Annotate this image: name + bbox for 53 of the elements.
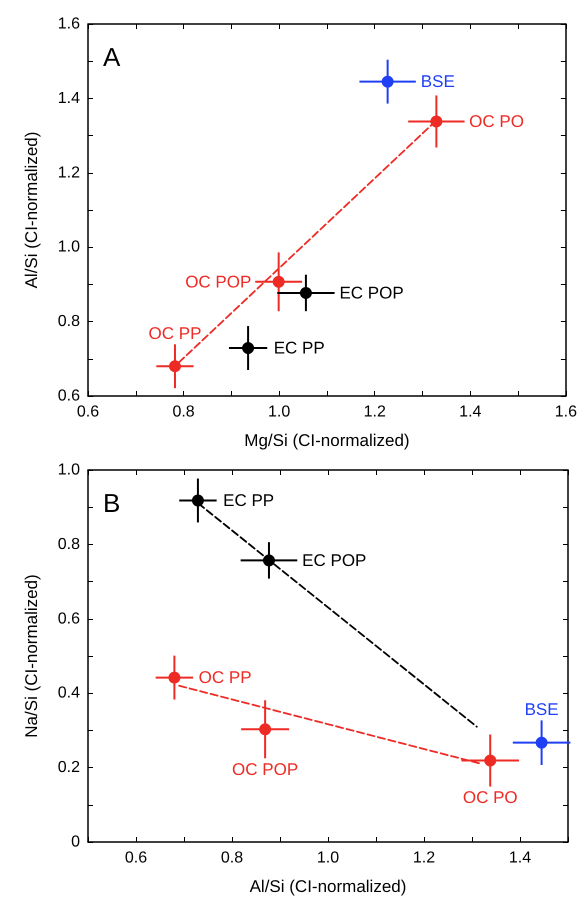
- y-axis-title: Na/Si (CI-normalized): [22, 574, 41, 738]
- text: A: [103, 42, 121, 72]
- annotation: OC POP: [232, 760, 298, 779]
- point: [484, 754, 496, 767]
- y-tick-label: 0.4: [58, 684, 80, 702]
- text: B: [103, 488, 120, 518]
- x-tick-label: 1.2: [364, 404, 386, 420]
- point: [168, 360, 181, 372]
- x-tick-label: 1.0: [316, 850, 340, 866]
- point: [242, 342, 254, 354]
- point: [168, 672, 180, 684]
- x-tick-label: 0.8: [220, 850, 244, 866]
- annotation: EC POP: [302, 550, 366, 570]
- annotation: BSE: [420, 72, 455, 92]
- y-tick-label: 0: [71, 834, 80, 850]
- y-tick-label: 0.6: [58, 610, 80, 628]
- annotation: OC PO: [462, 788, 518, 808]
- x-tick-label: 1.6: [554, 404, 578, 420]
- point: [192, 494, 204, 506]
- y-tick-label: 0.6: [58, 388, 80, 404]
- y-tick-label: 1.4: [58, 90, 80, 107]
- annotation: EC PP: [274, 338, 325, 358]
- x-axis-title: Mg/Si (CI-normalized): [244, 431, 410, 450]
- annotation: EC PP: [223, 491, 274, 510]
- y-tick-label: 1.6: [58, 16, 80, 32]
- x-tick-label: 0.6: [124, 850, 148, 866]
- y-tick-label: 1.0: [58, 462, 80, 478]
- x-tick-label: 1.2: [412, 850, 436, 866]
- x-axis-title: Al/Si (CI-normalized): [250, 877, 406, 896]
- point: [536, 736, 548, 749]
- y-tick-label: 1.0: [58, 238, 80, 256]
- y-tick-label: 0.8: [58, 313, 80, 330]
- x-tick-label: 0.8: [172, 404, 195, 420]
- annotation: EC POP: [339, 283, 404, 302]
- x-tick-label: 1.0: [268, 404, 290, 420]
- point: [430, 115, 442, 128]
- annotation: OC POP: [185, 272, 252, 292]
- y-tick-label: 1.2: [58, 164, 80, 182]
- y-tick-label: 0.8: [58, 536, 80, 553]
- point: [382, 76, 394, 88]
- x-tick-label: 1.4: [459, 404, 482, 420]
- point: [272, 276, 285, 288]
- annotation: BSE: [524, 700, 559, 719]
- point: [259, 723, 272, 736]
- annotation: OC PP: [148, 324, 202, 343]
- annotation: OC PP: [198, 668, 252, 688]
- x-tick-label: 0.6: [76, 404, 100, 420]
- y-tick-label: 0.2: [58, 759, 80, 776]
- point: [262, 554, 275, 566]
- y-axis-title: Al/Si (CI-normalized): [22, 132, 41, 288]
- point: [300, 286, 312, 299]
- annotation: OC PO: [469, 112, 524, 131]
- x-tick-label: 1.4: [508, 850, 532, 866]
